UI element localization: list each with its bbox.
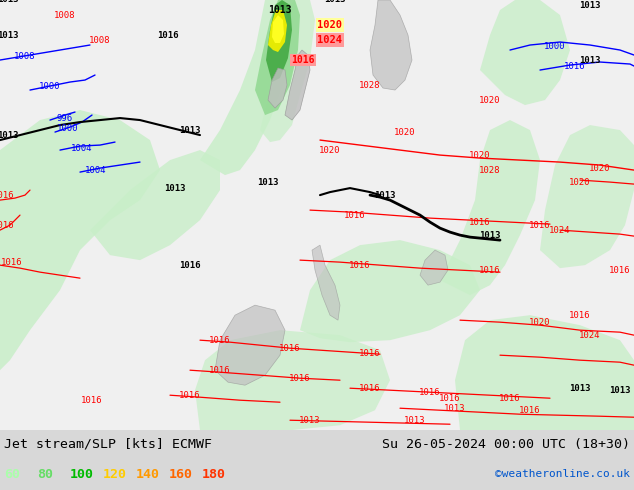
Text: 1016: 1016: [0, 191, 15, 199]
Text: 120: 120: [103, 467, 127, 481]
Text: 80: 80: [37, 467, 53, 481]
Polygon shape: [195, 330, 390, 430]
Text: 140: 140: [136, 467, 160, 481]
Text: 1016: 1016: [519, 406, 541, 415]
Polygon shape: [272, 15, 284, 43]
Text: 1016: 1016: [344, 211, 366, 220]
Text: 1013: 1013: [299, 416, 321, 425]
Text: 1013: 1013: [164, 184, 186, 193]
Text: 60: 60: [4, 467, 20, 481]
Text: Su 26-05-2024 00:00 UTC (18+30): Su 26-05-2024 00:00 UTC (18+30): [382, 438, 630, 451]
Polygon shape: [420, 250, 448, 285]
Polygon shape: [0, 110, 160, 370]
Text: 1013: 1013: [0, 130, 19, 140]
Text: 1016: 1016: [419, 388, 441, 397]
Text: 1016: 1016: [291, 55, 314, 65]
Text: 1004: 1004: [71, 144, 93, 152]
Text: 1013: 1013: [179, 125, 201, 135]
Text: 1020: 1020: [589, 164, 611, 172]
Text: 1016: 1016: [359, 384, 381, 392]
Polygon shape: [266, 0, 292, 82]
Text: 1016: 1016: [609, 266, 631, 274]
Text: 1000: 1000: [57, 123, 79, 133]
Text: 1016: 1016: [209, 336, 231, 344]
Text: 1000: 1000: [544, 42, 566, 50]
Polygon shape: [268, 10, 287, 52]
Text: 1016: 1016: [179, 261, 201, 270]
Text: 1016: 1016: [1, 258, 23, 267]
Text: 1016: 1016: [564, 62, 586, 71]
Text: 1016: 1016: [439, 393, 461, 403]
Polygon shape: [268, 68, 287, 108]
Text: 1008: 1008: [55, 10, 75, 20]
Text: 1024: 1024: [549, 225, 571, 235]
Text: 1016: 1016: [81, 396, 103, 405]
Text: 1016: 1016: [479, 266, 501, 274]
Text: 1013: 1013: [569, 384, 591, 392]
Text: 1013: 1013: [374, 191, 396, 199]
Text: 100: 100: [70, 467, 94, 481]
Text: 1013: 1013: [404, 416, 426, 425]
Text: 1016: 1016: [289, 374, 311, 383]
Text: 1020: 1020: [320, 146, 340, 154]
Text: Jet stream/SLP [kts] ECMWF: Jet stream/SLP [kts] ECMWF: [4, 438, 212, 451]
Text: 1016: 1016: [569, 311, 591, 319]
Text: 1016: 1016: [469, 218, 491, 226]
Text: 1013: 1013: [0, 30, 19, 40]
Polygon shape: [260, 0, 315, 142]
Text: 1013: 1013: [609, 386, 631, 395]
Text: 1013: 1013: [479, 231, 501, 240]
Text: 180: 180: [202, 467, 226, 481]
Polygon shape: [480, 0, 570, 105]
Text: 1008: 1008: [89, 35, 111, 45]
Text: 1013: 1013: [579, 0, 601, 9]
Text: 1020: 1020: [479, 96, 501, 104]
Polygon shape: [440, 120, 540, 295]
Text: 1016: 1016: [157, 30, 179, 40]
Polygon shape: [540, 125, 634, 268]
Text: 1016: 1016: [529, 220, 551, 230]
Text: 1016: 1016: [499, 393, 521, 403]
Text: 1024: 1024: [318, 35, 342, 45]
Text: ©weatheronline.co.uk: ©weatheronline.co.uk: [495, 469, 630, 479]
Polygon shape: [255, 0, 300, 115]
Text: 1013: 1013: [0, 0, 19, 4]
Text: 1020: 1020: [318, 20, 342, 30]
Text: 996: 996: [57, 114, 73, 122]
Text: 1000: 1000: [39, 81, 61, 91]
Text: 1028: 1028: [479, 166, 501, 174]
Text: 1016: 1016: [279, 343, 301, 353]
Text: 1016: 1016: [209, 366, 231, 375]
Text: 1013: 1013: [324, 0, 346, 4]
Text: 1020: 1020: [569, 177, 591, 187]
Text: 1004: 1004: [85, 166, 107, 174]
Text: 1016: 1016: [179, 391, 201, 400]
Text: 1016: 1016: [359, 349, 381, 358]
Polygon shape: [455, 315, 634, 430]
Text: 1020: 1020: [469, 150, 491, 160]
Polygon shape: [200, 0, 290, 175]
Text: 160: 160: [169, 467, 193, 481]
Text: 1020: 1020: [529, 318, 551, 327]
Polygon shape: [0, 0, 634, 430]
Text: 1013: 1013: [444, 404, 466, 413]
Polygon shape: [300, 240, 480, 342]
Text: 1016: 1016: [349, 261, 371, 270]
Text: 1013: 1013: [257, 177, 279, 187]
Text: 1008: 1008: [14, 51, 36, 61]
Polygon shape: [90, 150, 220, 260]
Polygon shape: [312, 245, 340, 320]
Text: 1013: 1013: [579, 55, 601, 65]
Polygon shape: [285, 50, 310, 120]
Text: 1016: 1016: [0, 220, 15, 230]
Text: 1024: 1024: [579, 331, 601, 340]
Text: 1013: 1013: [268, 5, 292, 15]
Text: 1028: 1028: [359, 80, 381, 90]
Text: 1020: 1020: [394, 127, 416, 137]
Polygon shape: [370, 0, 412, 90]
Polygon shape: [215, 305, 285, 385]
